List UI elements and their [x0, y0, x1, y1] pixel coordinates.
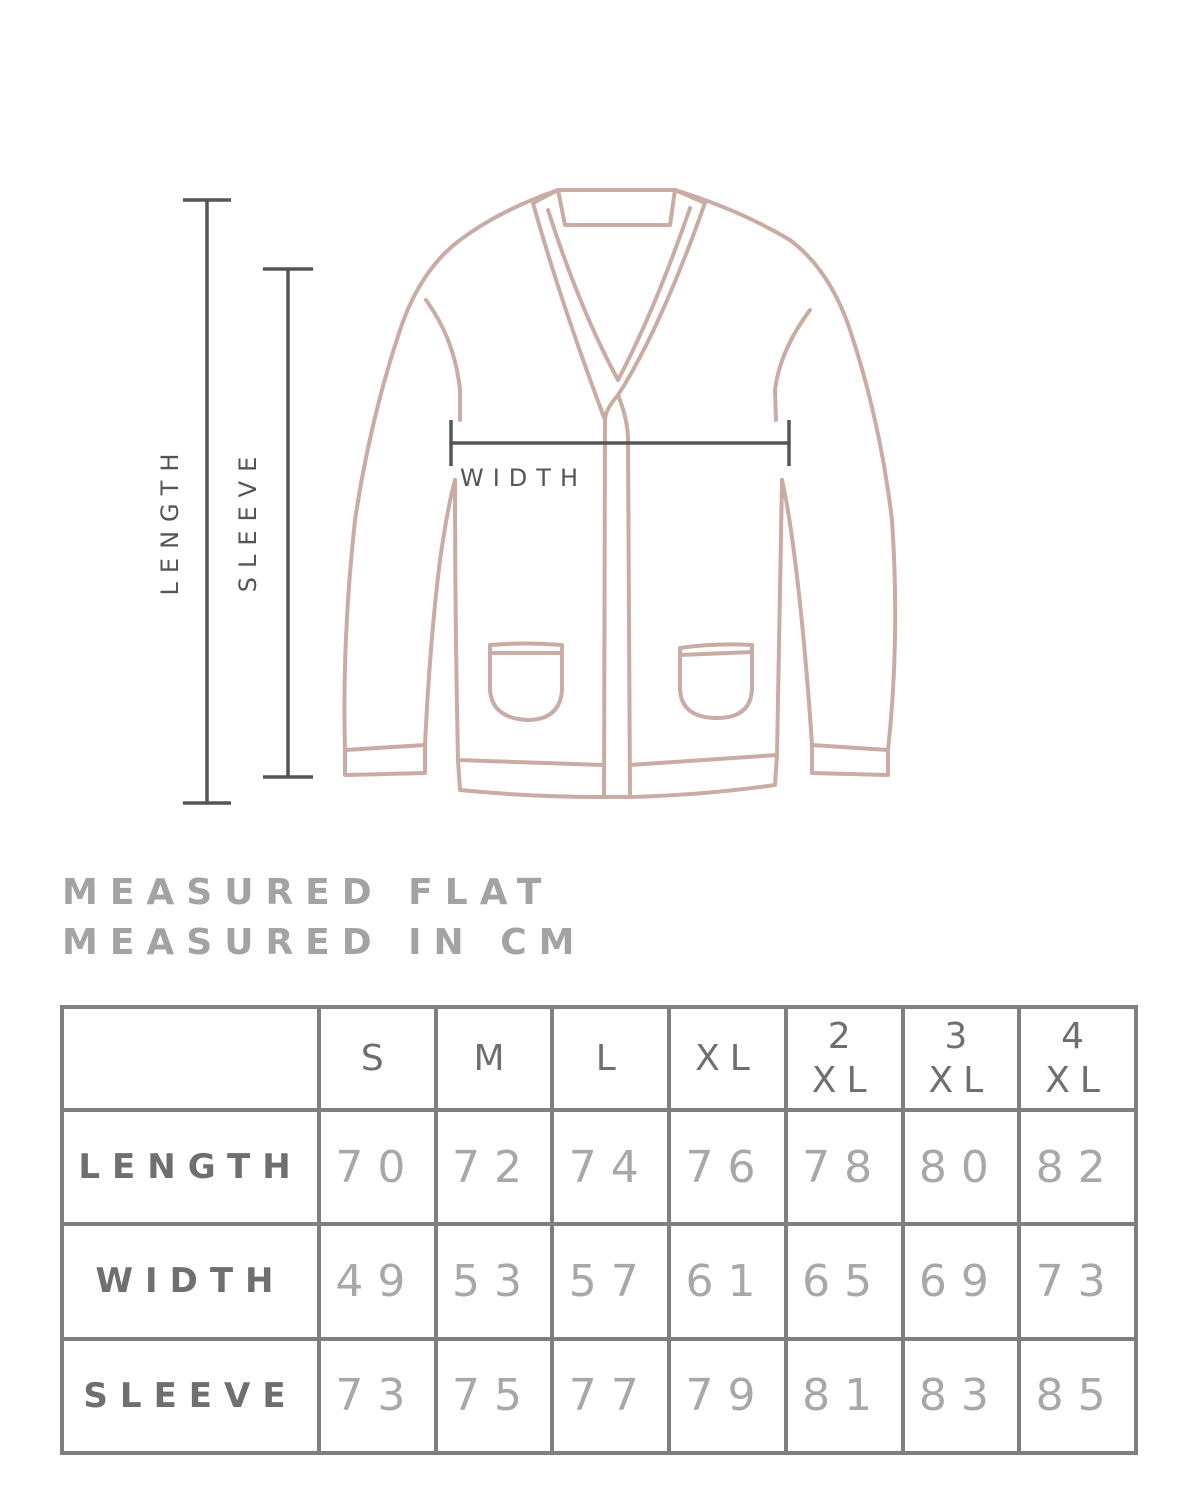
header-empty	[60, 1005, 321, 1112]
table-cell: 74	[550, 1107, 672, 1227]
table-cell: 76	[667, 1107, 788, 1227]
header-size: 2 XL	[783, 1005, 905, 1112]
table-cell: 69	[900, 1222, 1022, 1341]
header-size: 4 XL	[1017, 1005, 1138, 1112]
table-cell: 85	[1017, 1336, 1138, 1456]
table-row: WIDTH 49 53 57 61 65 69 73	[60, 1222, 1138, 1341]
row-label: LENGTH	[60, 1107, 321, 1227]
table-cell: 61	[667, 1222, 788, 1341]
header-size: 3 XL	[900, 1005, 1022, 1112]
table-cell: 65	[783, 1222, 905, 1341]
table-cell: 73	[317, 1336, 438, 1456]
measure-lines	[183, 198, 791, 805]
header-size: S	[317, 1005, 438, 1112]
table-cell: 72	[433, 1107, 555, 1227]
table-cell: 70	[317, 1107, 438, 1227]
table-cell: 78	[783, 1107, 905, 1227]
note-measured-flat: MEASURED FLAT	[62, 872, 554, 913]
length-label: LENGTH	[156, 444, 184, 596]
table-cell: 79	[667, 1336, 788, 1456]
sleeve-label: SLEEVE	[234, 447, 262, 593]
table-row: LENGTH 70 72 74 76 78 80 82	[60, 1107, 1138, 1227]
table-cell: 81	[783, 1336, 905, 1456]
cardigan-outline	[342, 188, 898, 799]
table-row: SLEEVE 73 75 77 79 81 83 85	[60, 1336, 1138, 1456]
table-cell: 49	[317, 1222, 438, 1341]
table-cell: 82	[1017, 1107, 1138, 1227]
cardigan-diagram	[183, 188, 898, 805]
table-cell: 73	[1017, 1222, 1138, 1341]
table-cell: 75	[433, 1336, 555, 1456]
header-size: M	[433, 1005, 555, 1112]
table-cell: 83	[900, 1336, 1022, 1456]
header-size: XL	[667, 1005, 788, 1112]
size-table: S M L XL 2 XL 3 XL 4 XL LENGTH 70 72 74 …	[60, 1005, 1138, 1456]
table-cell: 57	[550, 1222, 672, 1341]
header-size: L	[550, 1005, 672, 1112]
row-label: SLEEVE	[60, 1336, 321, 1456]
note-measured-in-cm: MEASURED IN CM	[62, 922, 587, 963]
table-cell: 77	[550, 1336, 672, 1456]
width-label: WIDTH	[460, 464, 587, 492]
table-header-row: S M L XL 2 XL 3 XL 4 XL	[60, 1005, 1138, 1112]
table-cell: 53	[433, 1222, 555, 1341]
table-cell: 80	[900, 1107, 1022, 1227]
row-label: WIDTH	[60, 1222, 321, 1341]
